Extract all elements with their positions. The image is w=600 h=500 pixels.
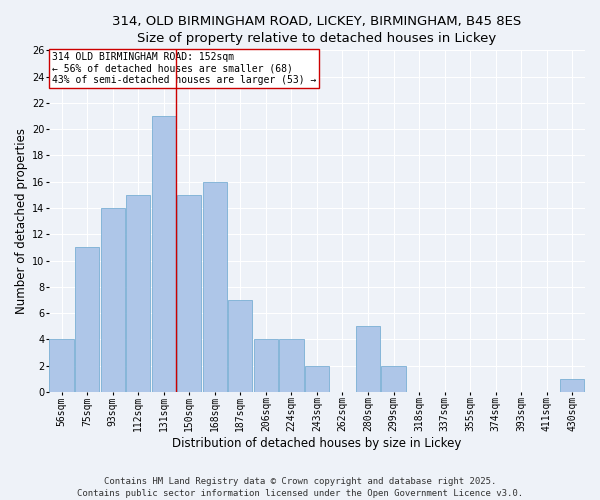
Bar bbox=[279, 340, 304, 392]
Text: 314 OLD BIRMINGHAM ROAD: 152sqm
← 56% of detached houses are smaller (68)
43% of: 314 OLD BIRMINGHAM ROAD: 152sqm ← 56% of… bbox=[52, 52, 316, 85]
X-axis label: Distribution of detached houses by size in Lickey: Distribution of detached houses by size … bbox=[172, 437, 461, 450]
Bar bbox=[177, 195, 202, 392]
Bar bbox=[126, 195, 151, 392]
Text: Contains HM Land Registry data © Crown copyright and database right 2025.
Contai: Contains HM Land Registry data © Crown c… bbox=[77, 476, 523, 498]
Bar bbox=[356, 326, 380, 392]
Bar bbox=[49, 340, 74, 392]
Y-axis label: Number of detached properties: Number of detached properties bbox=[15, 128, 28, 314]
Bar bbox=[203, 182, 227, 392]
Bar bbox=[305, 366, 329, 392]
Bar bbox=[101, 208, 125, 392]
Bar bbox=[75, 248, 99, 392]
Bar bbox=[152, 116, 176, 392]
Bar bbox=[228, 300, 253, 392]
Bar bbox=[560, 379, 584, 392]
Bar bbox=[254, 340, 278, 392]
Title: 314, OLD BIRMINGHAM ROAD, LICKEY, BIRMINGHAM, B45 8ES
Size of property relative : 314, OLD BIRMINGHAM ROAD, LICKEY, BIRMIN… bbox=[112, 15, 521, 45]
Bar bbox=[382, 366, 406, 392]
